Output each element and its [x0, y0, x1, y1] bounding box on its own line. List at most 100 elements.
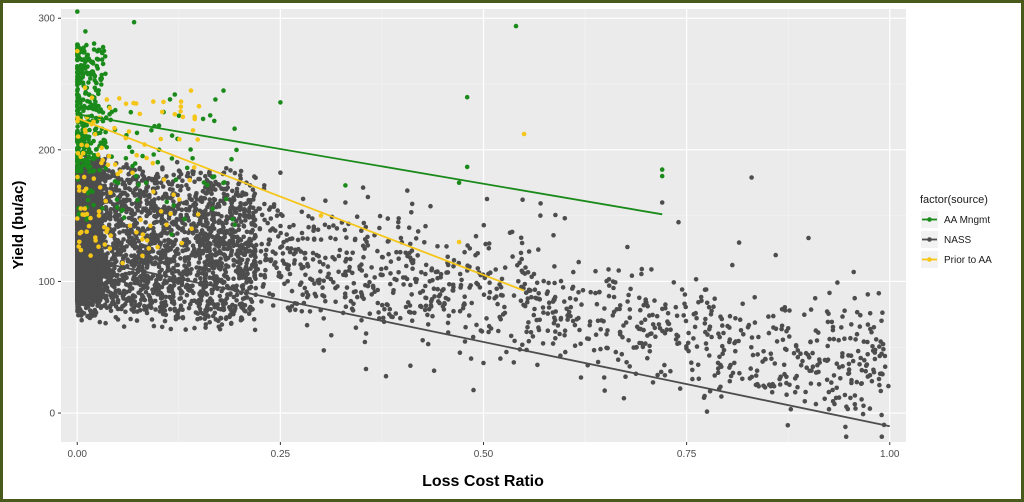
- nass-point: [439, 288, 445, 293]
- nass-point: [473, 233, 479, 239]
- nass-point: [178, 256, 183, 261]
- nass-point: [616, 268, 621, 273]
- nass-point: [408, 255, 413, 260]
- nass-point: [196, 260, 202, 265]
- nass-point: [430, 313, 435, 319]
- nass-point: [602, 388, 607, 393]
- nass-point: [311, 237, 317, 242]
- series-nass-points: [75, 152, 891, 440]
- nass-point: [778, 374, 783, 380]
- nass-point: [423, 262, 429, 268]
- nass-point: [323, 255, 328, 261]
- nass-point: [409, 210, 414, 215]
- nass-point: [137, 308, 143, 313]
- nass-point: [615, 357, 621, 363]
- nass-point: [304, 290, 309, 295]
- nass-point: [388, 271, 393, 276]
- nass-point: [375, 300, 381, 306]
- nass-point: [162, 318, 168, 324]
- nass-point: [572, 343, 578, 349]
- nass-point: [878, 339, 883, 344]
- nass-point: [354, 214, 360, 219]
- nass-point: [162, 303, 168, 309]
- nass-point: [493, 267, 499, 272]
- nass-point: [836, 337, 841, 343]
- nass-point: [565, 317, 570, 322]
- nass-point: [149, 317, 155, 322]
- nass-point: [75, 306, 80, 312]
- nass-point: [252, 174, 257, 179]
- nass-point: [196, 271, 201, 277]
- nass-point: [112, 272, 117, 278]
- nass-point: [838, 376, 843, 381]
- nass-point: [795, 348, 801, 353]
- nass-point: [639, 320, 644, 326]
- nass-point: [504, 349, 509, 355]
- nass-point: [134, 318, 140, 323]
- nass-point: [728, 362, 733, 368]
- nass-point: [576, 290, 581, 295]
- nass-point: [650, 322, 656, 327]
- nass-point: [639, 271, 644, 277]
- nass-point: [113, 211, 119, 216]
- nass-point: [427, 279, 433, 284]
- nass-point: [707, 327, 712, 332]
- nass-point: [854, 309, 860, 315]
- nass-point: [126, 215, 132, 221]
- nass-point: [184, 212, 189, 218]
- nass-point: [171, 222, 176, 227]
- nass-point: [526, 249, 532, 254]
- nass-point: [363, 224, 369, 230]
- nass-point: [121, 237, 126, 242]
- nass-point: [749, 345, 754, 350]
- nass-point: [560, 285, 566, 290]
- nass-point: [623, 374, 628, 380]
- nass-point: [316, 280, 322, 286]
- nass-point: [606, 267, 611, 272]
- nass-point: [787, 382, 792, 388]
- nass-point: [761, 383, 766, 389]
- nass-point: [853, 406, 858, 411]
- nass-point: [540, 305, 546, 310]
- nass-point: [479, 329, 485, 334]
- nass-point: [676, 340, 682, 346]
- nass-point: [795, 354, 801, 360]
- nass-point: [232, 170, 238, 176]
- nass-point: [682, 292, 688, 297]
- nass-point: [252, 258, 257, 264]
- nass-point: [268, 216, 274, 221]
- nass-point: [876, 376, 882, 382]
- nass-point: [777, 382, 783, 387]
- nass-point: [704, 346, 709, 352]
- nass-point: [216, 324, 222, 330]
- nass-point: [451, 264, 456, 269]
- nass-point: [396, 270, 401, 275]
- nass-point: [259, 212, 265, 218]
- nass-point: [237, 244, 243, 250]
- nass-point: [129, 253, 134, 259]
- nass-point: [816, 382, 822, 387]
- nass-point: [571, 269, 576, 275]
- nass-point: [626, 338, 631, 343]
- nass-point: [343, 259, 348, 264]
- nass-point: [787, 334, 792, 339]
- nass-point: [715, 360, 721, 366]
- nass-point: [280, 258, 286, 263]
- nass-point: [136, 249, 141, 255]
- nass-point: [281, 239, 286, 245]
- nass-point: [662, 373, 668, 378]
- nass-point: [233, 268, 239, 274]
- nass-point: [693, 310, 698, 316]
- nass-point: [469, 300, 475, 306]
- nass-point: [486, 241, 492, 246]
- nass-point: [463, 324, 468, 330]
- nass-point: [665, 310, 671, 316]
- nass-point: [359, 292, 365, 298]
- nass-point: [703, 287, 709, 292]
- nass-point: [362, 339, 368, 345]
- nass-point: [696, 376, 702, 382]
- nass-point: [727, 325, 732, 330]
- nass-point: [541, 278, 546, 284]
- nass-point: [234, 283, 239, 289]
- nass-point: [171, 199, 176, 204]
